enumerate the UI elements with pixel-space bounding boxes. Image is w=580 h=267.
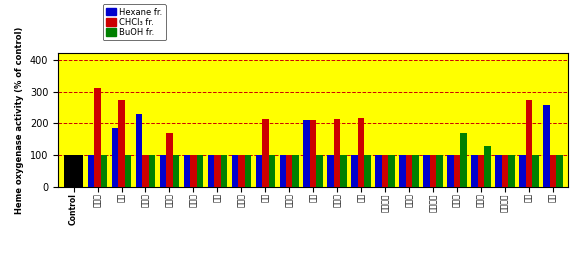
- Bar: [310, 120, 317, 187]
- Bar: [166, 133, 173, 187]
- Bar: [328, 155, 334, 187]
- Bar: [245, 155, 251, 187]
- Bar: [556, 155, 563, 187]
- Bar: [400, 155, 406, 187]
- Bar: [454, 155, 460, 187]
- Bar: [238, 155, 245, 187]
- Bar: [118, 100, 125, 187]
- Bar: [550, 155, 556, 187]
- Bar: [136, 115, 142, 187]
- Y-axis label: Heme oxygenase activity (% of control): Heme oxygenase activity (% of control): [15, 26, 24, 214]
- Bar: [184, 155, 190, 187]
- Bar: [112, 128, 118, 187]
- Bar: [256, 155, 262, 187]
- Bar: [375, 155, 382, 187]
- Bar: [220, 155, 227, 187]
- Bar: [412, 155, 419, 187]
- Bar: [406, 155, 412, 187]
- Bar: [532, 155, 539, 187]
- Bar: [101, 155, 107, 187]
- Bar: [173, 155, 179, 187]
- Bar: [351, 155, 358, 187]
- Bar: [495, 155, 502, 187]
- Bar: [525, 100, 532, 187]
- Bar: [148, 155, 155, 187]
- Bar: [471, 155, 478, 187]
- Bar: [436, 155, 443, 187]
- Bar: [382, 155, 389, 187]
- Legend: Hexane fr., CHCl₃ fr., BuOH fr.: Hexane fr., CHCl₃ fr., BuOH fr.: [103, 4, 166, 40]
- Bar: [142, 155, 148, 187]
- Bar: [423, 155, 430, 187]
- Bar: [292, 155, 299, 187]
- Bar: [208, 155, 214, 187]
- Bar: [389, 155, 395, 187]
- Bar: [508, 155, 514, 187]
- Bar: [334, 119, 340, 187]
- Bar: [317, 155, 323, 187]
- Bar: [88, 155, 95, 187]
- Bar: [543, 105, 550, 187]
- Bar: [484, 146, 491, 187]
- Bar: [190, 155, 197, 187]
- Bar: [125, 155, 131, 187]
- Bar: [340, 155, 347, 187]
- Bar: [478, 155, 484, 187]
- Bar: [160, 155, 166, 187]
- Bar: [269, 155, 275, 187]
- Bar: [231, 155, 238, 187]
- Bar: [447, 155, 454, 187]
- Bar: [430, 155, 436, 187]
- Bar: [519, 155, 525, 187]
- Bar: [197, 155, 203, 187]
- Bar: [358, 117, 364, 187]
- Bar: [303, 120, 310, 187]
- Bar: [286, 155, 292, 187]
- Bar: [262, 119, 269, 187]
- Bar: [460, 133, 467, 187]
- Bar: [64, 155, 84, 187]
- Bar: [214, 155, 220, 187]
- Bar: [280, 155, 286, 187]
- Bar: [95, 88, 101, 187]
- Bar: [502, 155, 508, 187]
- Bar: [364, 155, 371, 187]
